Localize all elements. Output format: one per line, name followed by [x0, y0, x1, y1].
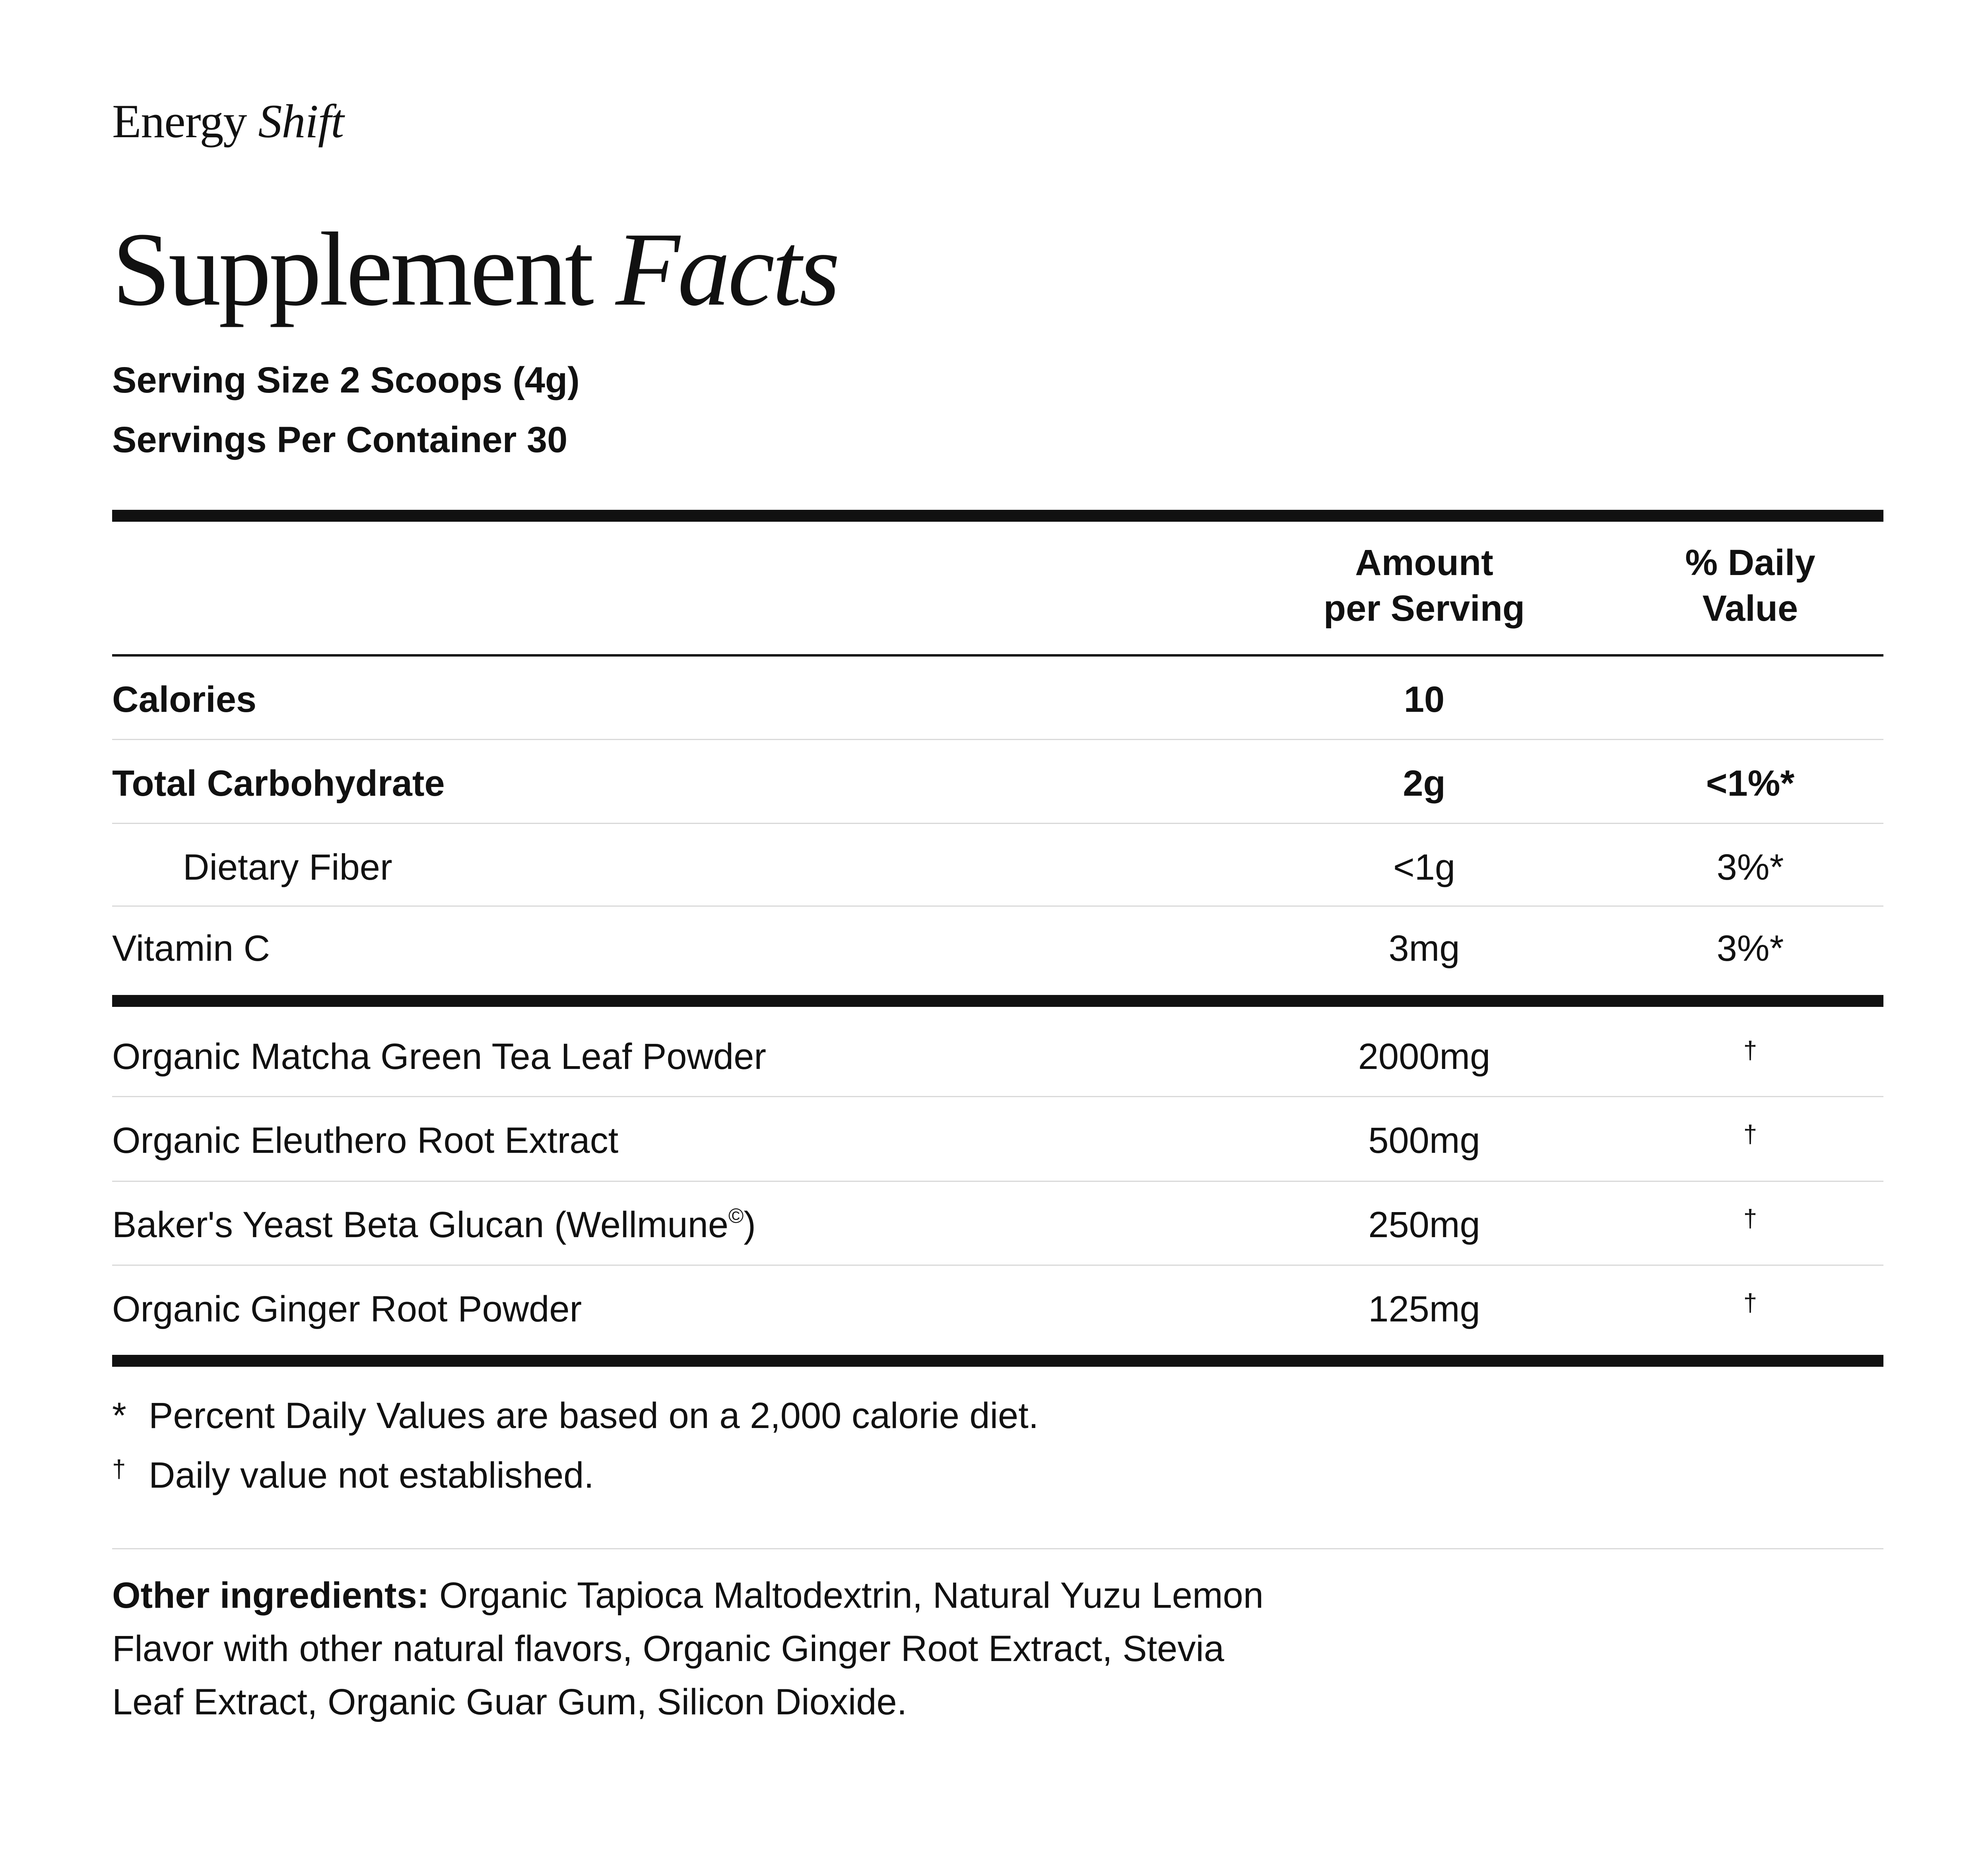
nutrient-name: Dietary Fiber [183, 847, 392, 888]
nutrient-daily-value: 3%* [1716, 847, 1784, 888]
nutrient-amount: <1g [1393, 847, 1456, 888]
serving-size: Serving Size 2 Scoops (4g) [112, 360, 580, 400]
ingredient-row-beta-glucan: Baker's Yeast Beta Glucan (Wellmune©) 25… [112, 1203, 1883, 1247]
dagger-icon: † [1743, 1289, 1757, 1317]
supplement-facts-panel: Energy Shift Supplement Facts Serving Si… [112, 0, 1883, 1873]
column-header-amount-line2: per Serving [1323, 588, 1525, 629]
dagger-icon: † [1743, 1205, 1757, 1232]
nutrient-name: Vitamin C [112, 928, 270, 969]
row-divider [112, 739, 1883, 740]
nutrient-row-vitamin-c: Vitamin C 3mg 3%* [112, 927, 1883, 970]
panel-title: Supplement Facts [112, 217, 840, 322]
column-header-amount: Amount per Serving [1289, 540, 1559, 631]
row-divider [112, 905, 1883, 907]
nutrient-daily-value: 3%* [1716, 928, 1784, 969]
copyright-icon: © [728, 1205, 744, 1228]
brand-name-main: Energy [112, 95, 247, 148]
nutrient-name: Total Carbohydrate [112, 763, 445, 804]
ingredient-name: Organic Ginger Root Powder [112, 1289, 582, 1329]
dagger-icon: † [1743, 1037, 1757, 1064]
column-header-dv-line2: Value [1702, 588, 1798, 629]
ingredient-name: Baker's Yeast Beta Glucan (Wellmune©) [112, 1203, 756, 1247]
column-header-dv-line1: % Daily [1685, 542, 1815, 583]
bottom-thick-rule [112, 1355, 1883, 1367]
dagger-icon: † [112, 1455, 126, 1483]
ingredient-amount: 2000mg [1358, 1036, 1491, 1077]
header-rule [112, 654, 1883, 657]
footnote-divider [112, 1548, 1883, 1549]
panel-title-emphasis: Facts [615, 211, 840, 328]
nutrient-amount: 10 [1404, 679, 1445, 720]
nutrient-row-dietary-fiber: Dietary Fiber <1g 3%* [112, 845, 1883, 889]
ingredient-amount: 125mg [1368, 1289, 1480, 1329]
footnote-text: Percent Daily Values are based on a 2,00… [149, 1395, 1039, 1436]
column-header-amount-line1: Amount [1355, 542, 1493, 583]
other-ingredients-text: Organic Tapioca Maltodextrin, Natural Yu… [112, 1575, 1264, 1722]
nutrient-name: Calories [112, 679, 257, 720]
brand-name: Energy Shift [112, 97, 344, 145]
other-ingredients: Other ingredients: Organic Tapioca Malto… [112, 1569, 1265, 1729]
servings-per-container: Servings Per Container 30 [112, 420, 568, 460]
ingredient-row-eleuthero: Organic Eleuthero Root Extract 500mg † [112, 1119, 1883, 1162]
dagger-icon: † [1743, 1121, 1757, 1148]
row-divider [112, 1181, 1883, 1182]
nutrient-row-total-carbohydrate: Total Carbohydrate 2g <1%* [112, 762, 1883, 805]
footnote-text: Daily value not established. [149, 1455, 594, 1496]
ingredient-row-matcha: Organic Matcha Green Tea Leaf Powder 200… [112, 1035, 1883, 1078]
ingredient-row-ginger: Organic Ginger Root Powder 125mg † [112, 1287, 1883, 1331]
ingredient-amount: 500mg [1368, 1120, 1480, 1161]
asterisk-icon: * [112, 1395, 126, 1436]
ingredient-amount: 250mg [1368, 1205, 1480, 1245]
top-thick-rule [112, 510, 1883, 522]
ingredient-name: Organic Matcha Green Tea Leaf Powder [112, 1036, 766, 1077]
column-header-daily-value: % Daily Value [1627, 540, 1873, 631]
row-divider [112, 823, 1883, 824]
ingredient-name: Organic Eleuthero Root Extract [112, 1120, 619, 1161]
brand-name-variant: Shift [258, 95, 344, 148]
nutrient-amount: 3mg [1388, 928, 1460, 969]
nutrient-row-calories: Calories 10 [112, 678, 1883, 721]
ingredient-name-text: Baker's Yeast Beta Glucan (Wellmune [112, 1205, 729, 1245]
panel-title-main: Supplement [112, 211, 594, 328]
ingredient-name-end: ) [744, 1205, 756, 1245]
other-ingredients-label: Other ingredients: [112, 1575, 429, 1616]
nutrient-daily-value: <1%* [1706, 763, 1795, 804]
row-divider [112, 1265, 1883, 1266]
nutrient-amount: 2g [1403, 763, 1446, 804]
row-divider [112, 1096, 1883, 1097]
section-thick-rule [112, 995, 1883, 1007]
